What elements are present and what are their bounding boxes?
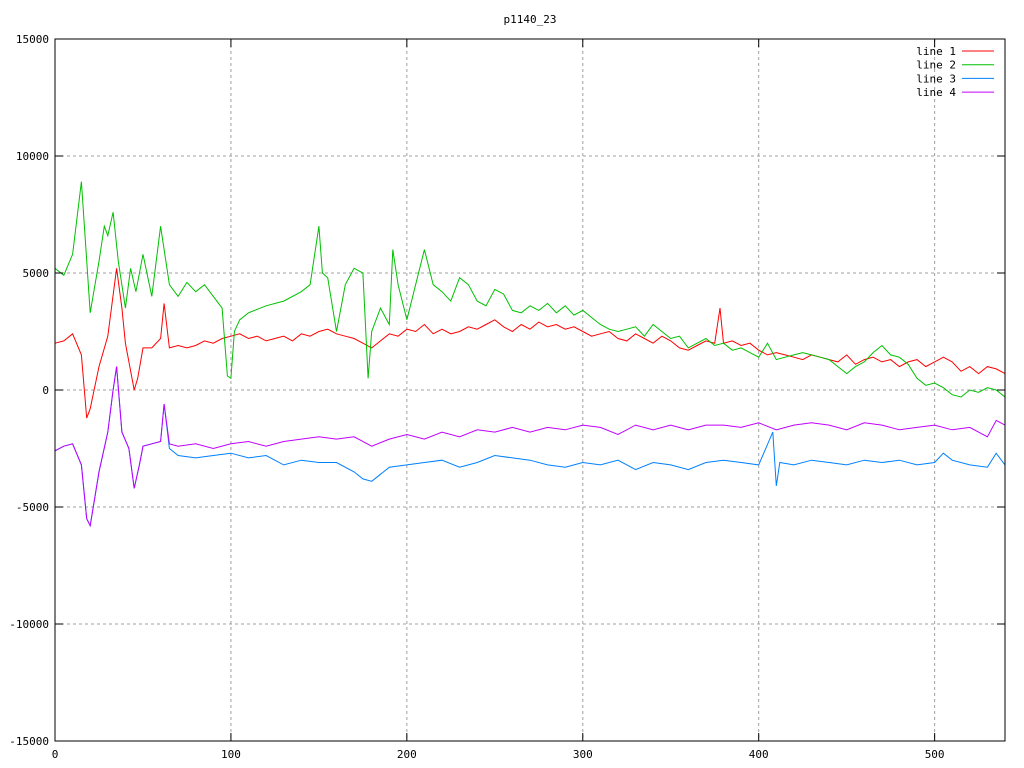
- y-tick-label: 15000: [16, 33, 49, 46]
- x-tick-label: 500: [925, 748, 945, 761]
- x-tick-label: 0: [52, 748, 59, 761]
- legend-label: line 3: [916, 72, 956, 85]
- y-tick-label: 0: [42, 384, 49, 397]
- y-tick-label: -10000: [9, 618, 49, 631]
- x-tick-label: 400: [749, 748, 769, 761]
- series-group: [54, 181, 1006, 528]
- series-line-4: [54, 366, 1006, 528]
- grid: [55, 39, 1005, 741]
- series-line-2: [54, 181, 1006, 398]
- chart-title: p1140_23: [504, 13, 557, 26]
- legend-label: line 4: [916, 86, 956, 99]
- x-tick-label: 300: [573, 748, 593, 761]
- axes: -15000 -10000 -5000 0 5000 10000 15000 0 100 200 3…: [9, 33, 1006, 761]
- y-tick-label: -5000: [16, 501, 49, 514]
- y-tick-label: 10000: [16, 150, 49, 163]
- legend-label: line 2: [916, 59, 956, 72]
- y-tick-label: -15000: [9, 735, 49, 748]
- series-line-1: [54, 268, 1006, 419]
- x-tick-label: 200: [397, 748, 417, 761]
- y-tick-label: 5000: [23, 267, 50, 280]
- legend-label: line 1: [916, 45, 956, 58]
- x-tick-label: 100: [221, 748, 241, 761]
- plot-border: [54, 38, 1006, 742]
